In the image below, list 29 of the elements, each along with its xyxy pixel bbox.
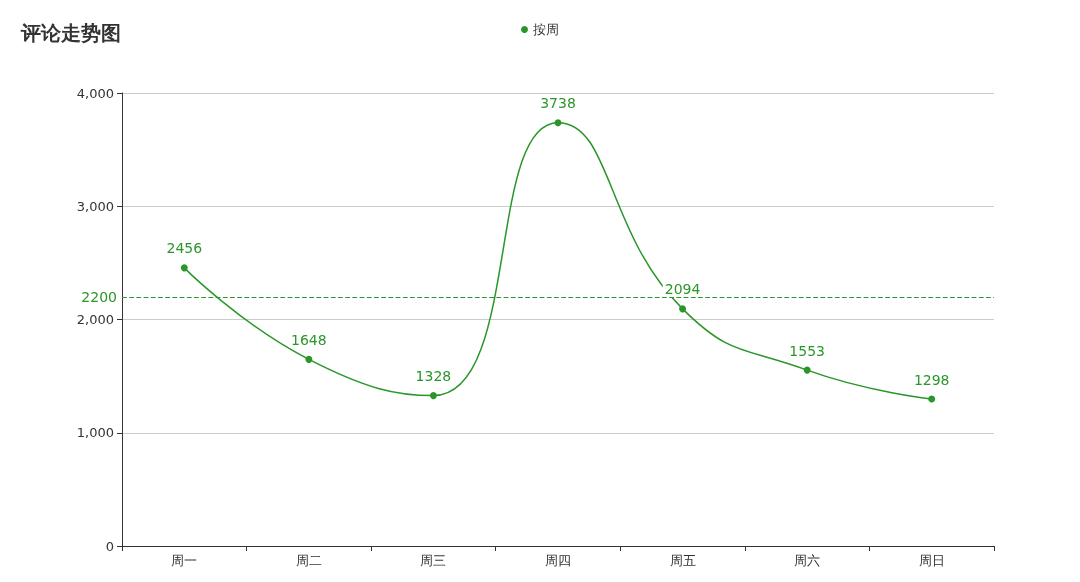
y-tick-label: 0 — [105, 538, 114, 554]
point — [180, 264, 188, 272]
data-label: 1648 — [291, 331, 327, 348]
point — [554, 119, 562, 127]
point — [928, 395, 936, 403]
x-tick-label: 周六 — [794, 553, 821, 568]
y-tick-label: 2,000 — [76, 312, 114, 327]
x-tick-label: 周四 — [545, 553, 571, 568]
point — [679, 305, 687, 313]
y-tick-label: 3,000 — [76, 198, 114, 214]
data-label: 1328 — [415, 368, 452, 385]
point — [803, 366, 811, 374]
y-tick-label: 4,000 — [76, 85, 114, 101]
x-tick-label: 周二 — [295, 553, 322, 568]
data-label: 2094 — [664, 281, 701, 298]
data-label: 3738 — [540, 95, 576, 112]
y-tick-label: 1,000 — [76, 425, 114, 441]
point — [429, 392, 437, 400]
x-tick-label: 周三 — [420, 553, 447, 568]
data-label: 1553 — [789, 342, 825, 359]
data-label: 1298 — [913, 371, 950, 388]
x-tick-label: 周一 — [171, 553, 198, 568]
ref-line-label: 2200 — [81, 288, 117, 305]
x-tick-label: 周五 — [669, 553, 696, 568]
point — [305, 355, 313, 363]
x-tick-label: 周日 — [918, 553, 945, 568]
legend-label: 按周 — [533, 22, 559, 37]
data-label: 2456 — [166, 240, 203, 257]
chart-title: 评论走势图 — [20, 21, 121, 45]
